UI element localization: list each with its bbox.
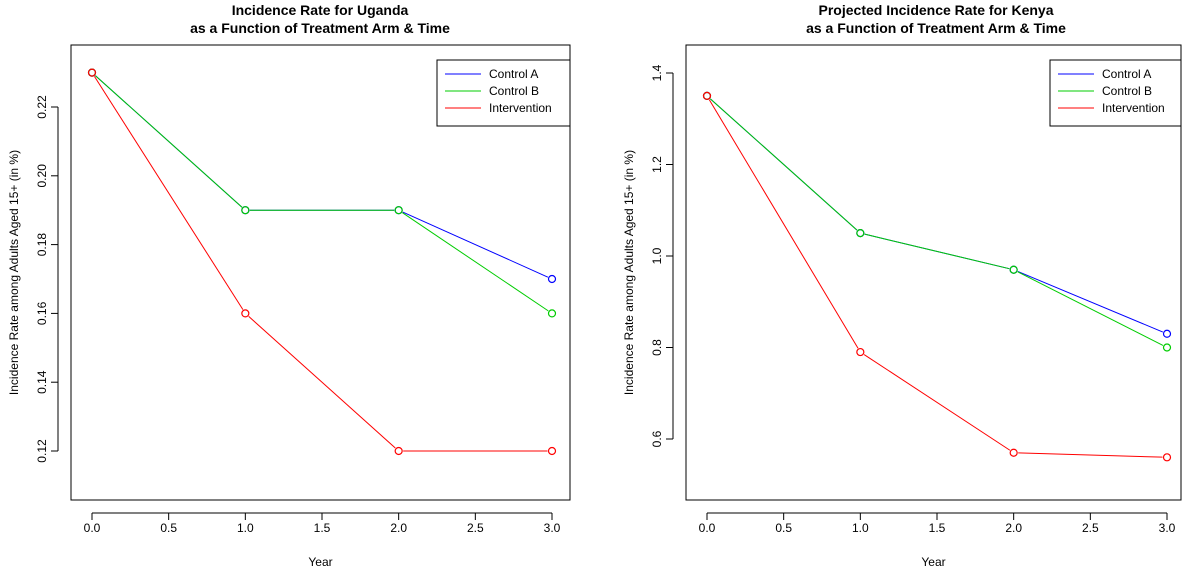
- series-line-segment-intervention: [863, 354, 1011, 451]
- series-line-segment-intervention: [248, 316, 396, 449]
- data-point-intervention: [241, 309, 250, 318]
- y-tick-label: 0.20: [35, 164, 49, 188]
- x-tick-label: 2.5: [467, 521, 484, 535]
- x-tick-label: 2.5: [1082, 521, 1099, 535]
- data-point-intervention: [702, 91, 712, 100]
- legend-label: Intervention: [489, 101, 552, 115]
- legend-label: Control B: [489, 84, 539, 98]
- y-tick-label: 1.4: [650, 64, 664, 81]
- series-line-segment-control-a: [402, 211, 549, 278]
- series-line-segment-control-b: [710, 98, 858, 231]
- x-axis-label: Year: [921, 555, 945, 569]
- x-tick-label: 0.5: [160, 521, 177, 535]
- x-tick-label: 3.0: [544, 521, 561, 535]
- x-tick-label: 1.0: [852, 521, 869, 535]
- y-tick-label: 0.22: [35, 95, 49, 119]
- data-point-control-b: [394, 206, 403, 215]
- x-tick-label: 3.0: [1159, 521, 1176, 535]
- y-tick-label: 0.18: [35, 233, 49, 257]
- legend-box: [1049, 59, 1182, 127]
- chart-title-line: Projected Incidence Rate for Kenya: [819, 2, 1054, 18]
- chart-panel-1: Incidence Rate for Uganda as a Function o…: [7, 2, 571, 569]
- series-line-segment-control-b: [1017, 271, 1164, 346]
- x-tick-label: 1.0: [237, 521, 254, 535]
- chart-panel-2: Projected Incidence Rate for Kenya as a F…: [622, 2, 1182, 569]
- legend-label: Control A: [489, 67, 538, 81]
- x-tick-label: 0.5: [775, 521, 792, 535]
- data-point-control-b: [1162, 343, 1172, 352]
- chart-title-line: as a Function of Treatment Arm & Time: [190, 20, 450, 36]
- y-axis-label: Incidence Rate among Adults Aged 15+ (in…: [7, 150, 21, 395]
- y-tick-label: 1.2: [650, 156, 664, 173]
- legend-label: Control A: [1102, 67, 1151, 81]
- x-tick-label: 1.5: [314, 521, 331, 535]
- data-point-control-b: [1009, 265, 1018, 274]
- data-point-control-b: [547, 309, 557, 318]
- legend-label: Intervention: [1102, 101, 1165, 115]
- chart-title-line: as a Function of Treatment Arm & Time: [806, 20, 1066, 36]
- x-tick-label: 2.0: [390, 521, 407, 535]
- y-axis-label: Incidence Rate among Adults Aged 15+ (in…: [622, 150, 636, 395]
- x-tick-label: 1.5: [929, 521, 946, 535]
- data-point-intervention: [1162, 453, 1172, 462]
- y-tick-label: 0.6: [650, 430, 664, 447]
- series-line-segment-control-b: [402, 212, 549, 312]
- chart-title-line: Incidence Rate for Uganda: [232, 2, 409, 18]
- data-point-control-a: [1162, 329, 1172, 338]
- data-point-control-b: [241, 206, 250, 215]
- data-point-intervention: [1009, 448, 1018, 457]
- x-tick-label: 0.0: [699, 521, 716, 535]
- y-tick-label: 1.0: [650, 247, 664, 264]
- legend-box: [436, 59, 571, 127]
- y-tick-label: 0.12: [35, 439, 49, 463]
- data-point-control-a: [547, 274, 557, 284]
- plot-frame: [685, 44, 1182, 501]
- series-line-segment-intervention: [708, 99, 859, 349]
- series-line-segment-intervention: [93, 76, 244, 310]
- data-point-intervention: [547, 446, 557, 456]
- series-line-segment-control-a: [1017, 270, 1164, 333]
- x-tick-label: 0.0: [84, 521, 101, 535]
- data-point-intervention: [394, 446, 403, 456]
- data-point-intervention: [87, 68, 97, 77]
- series-line-segment-intervention: [1018, 452, 1163, 458]
- data-point-intervention: [856, 347, 865, 357]
- plot-frame: [70, 44, 571, 501]
- data-point-control-b: [856, 229, 865, 238]
- legend-label: Control B: [1102, 84, 1152, 98]
- x-tick-label: 2.0: [1005, 521, 1022, 535]
- y-tick-label: 0.8: [650, 339, 664, 356]
- series-line-segment-control-b: [95, 75, 243, 208]
- y-tick-label: 0.14: [35, 370, 49, 394]
- y-tick-label: 0.16: [35, 301, 49, 325]
- series-line-segment-control-b: [864, 233, 1010, 270]
- x-axis-label: Year: [308, 555, 332, 569]
